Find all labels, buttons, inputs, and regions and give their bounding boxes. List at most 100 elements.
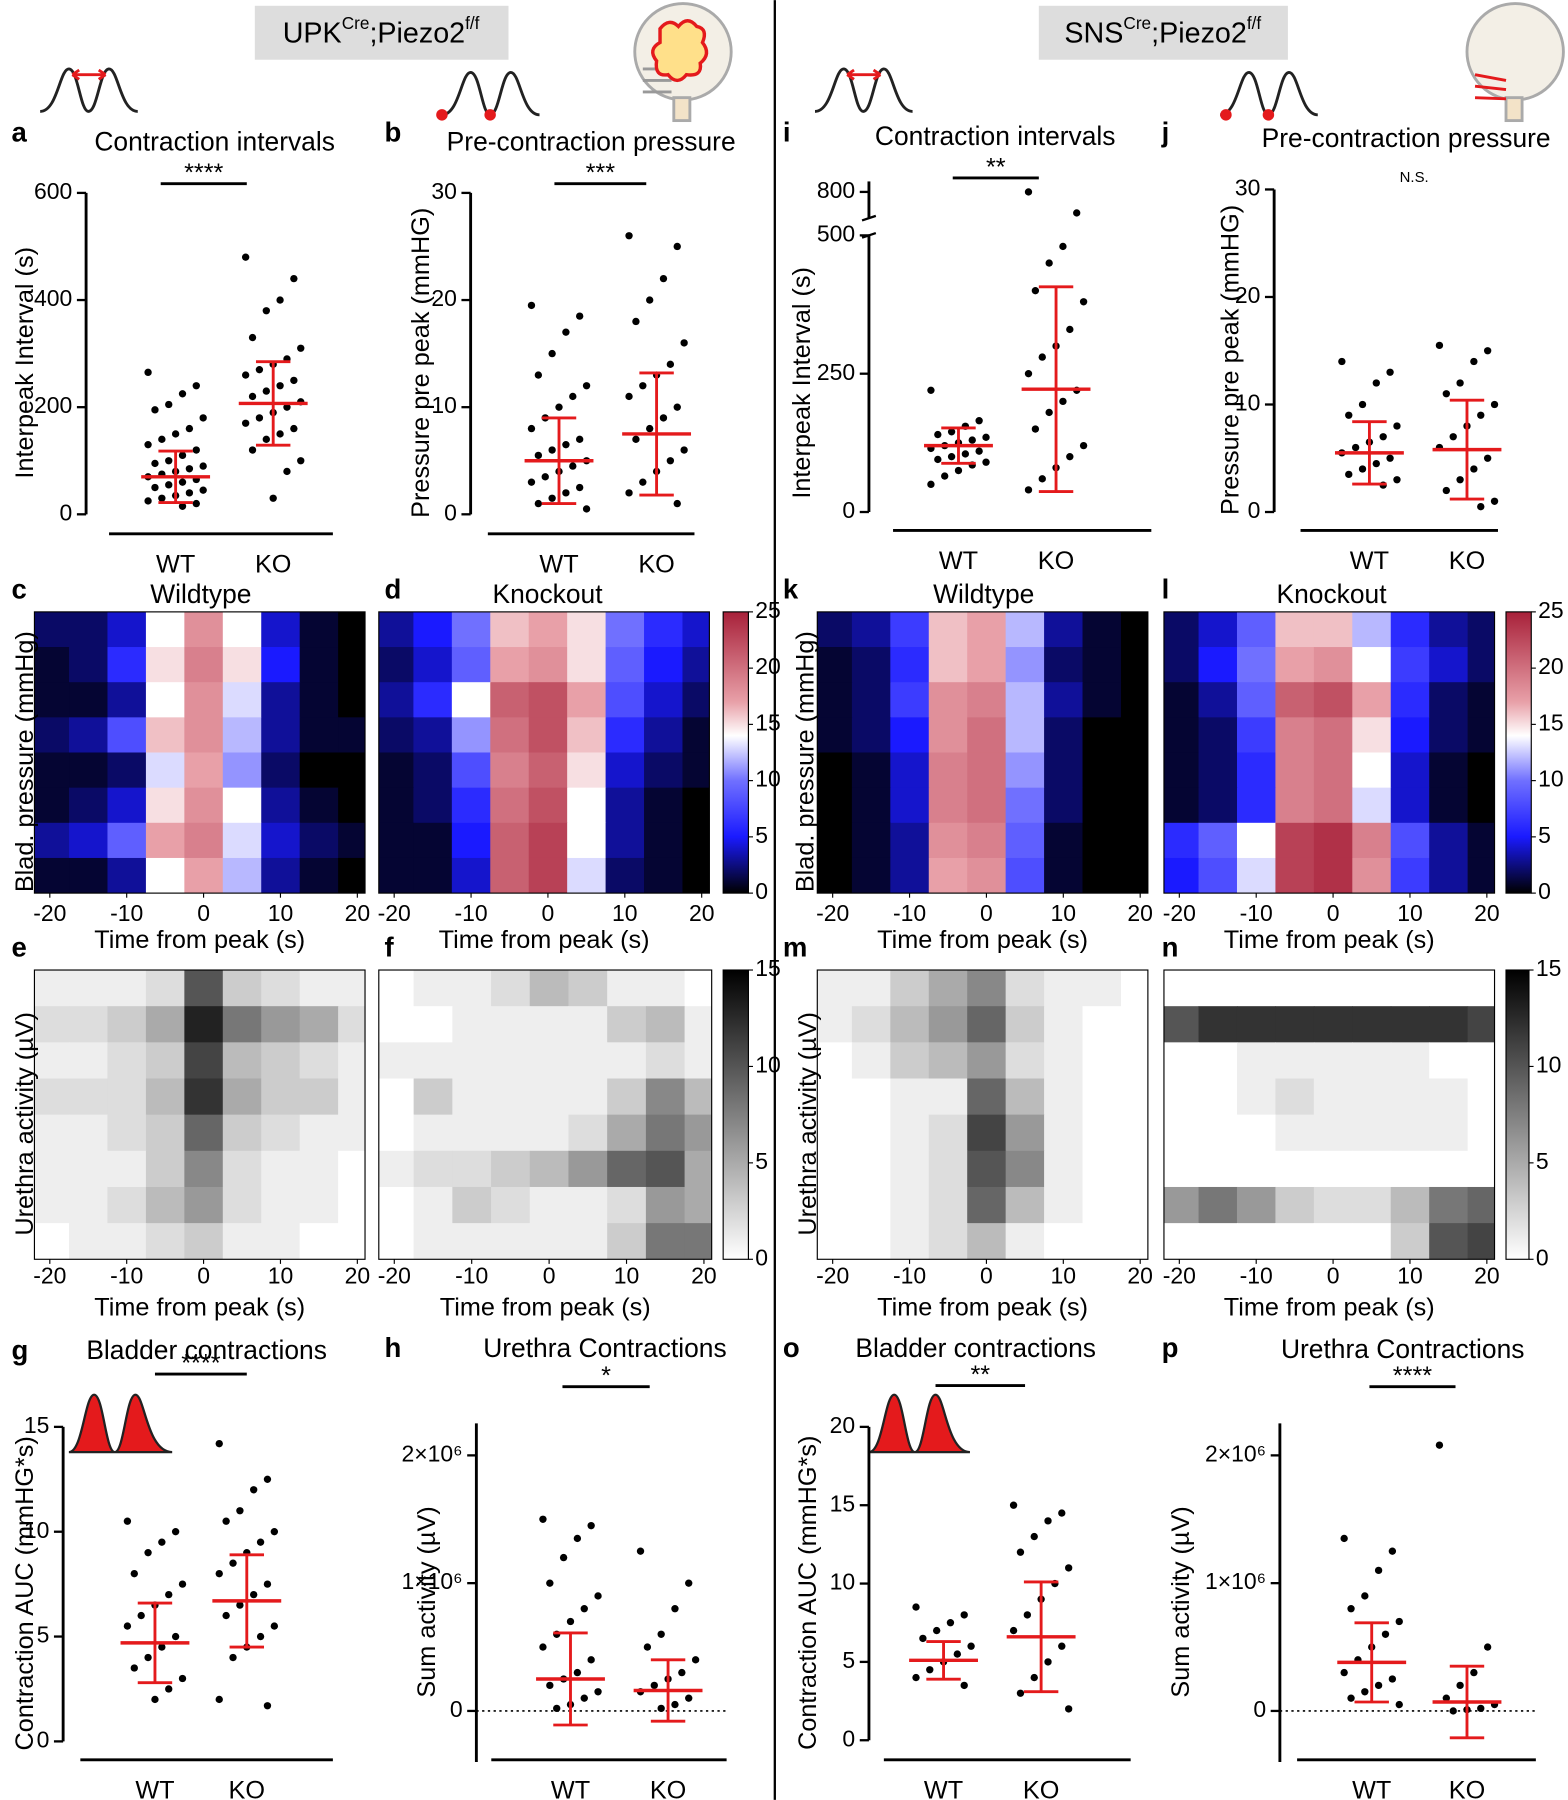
heat-cell (1120, 717, 1148, 754)
heat-cell (605, 822, 645, 859)
x-tick-label: -20 (378, 1263, 411, 1289)
data-point (582, 505, 591, 513)
y-tick-label: 500 (817, 220, 855, 246)
data-point (255, 414, 264, 422)
x-tick-label: -10 (110, 1263, 143, 1289)
heat-cell (1467, 611, 1495, 648)
x-tick-label: -20 (816, 1263, 849, 1289)
heat-cell (378, 857, 414, 894)
x-tick-label: WT (551, 1777, 590, 1800)
heat-cell (261, 787, 301, 824)
heat-cell (145, 970, 185, 1007)
y-axis-label: Urethra activity (µV) (794, 1012, 822, 1236)
x-tick-label: KO (1449, 547, 1485, 575)
heat-cell (184, 857, 224, 894)
x-tick-label: 0 (542, 900, 555, 926)
heat-cell (1313, 857, 1353, 894)
heat-cell (1390, 682, 1430, 718)
heat-cell (222, 717, 262, 754)
y-tick-label: 1×10⁶ (401, 1568, 462, 1594)
heat-cell (1429, 1078, 1469, 1116)
panel-title: Contraction intervals (875, 121, 1116, 151)
heat-cell (817, 717, 853, 754)
heat-cell (928, 611, 968, 648)
heat-cell (1429, 1114, 1469, 1152)
heat-cell (529, 1078, 570, 1116)
data-point (270, 1528, 279, 1536)
colorbar-tick-label: 15 (1536, 955, 1562, 981)
heat-cell (378, 647, 414, 683)
data-point (1073, 209, 1081, 217)
heat-cell (1044, 1078, 1084, 1116)
data-point (165, 1590, 173, 1599)
y-tick-label: 0 (450, 1696, 463, 1722)
heat-cell (261, 1150, 301, 1188)
x-tick-label: -20 (1163, 900, 1196, 926)
data-point (1066, 453, 1074, 461)
heat-cell (851, 1186, 891, 1224)
data-point (1483, 454, 1492, 462)
data-point (1393, 476, 1401, 484)
header-sup: Cre (1123, 13, 1151, 33)
x-tick-label: 0 (980, 900, 993, 926)
heat-cell (222, 647, 262, 683)
data-point (947, 453, 956, 461)
data-point (241, 253, 250, 261)
data-point (1059, 242, 1067, 251)
heat-cell (413, 787, 453, 824)
heat-cell (145, 682, 185, 718)
colorbar-tick-label: 25 (1538, 597, 1564, 623)
data-point (1079, 298, 1088, 306)
data-point (1030, 1673, 1038, 1682)
heat-cell (413, 1150, 453, 1188)
heat-cell (1352, 1078, 1392, 1116)
heat-cell (451, 752, 491, 789)
heat-cell (452, 970, 492, 1007)
x-tick-label: 10 (1051, 1263, 1077, 1289)
heat-cell (607, 1150, 647, 1188)
x-tick-label: -10 (110, 900, 143, 926)
data-point (919, 1634, 927, 1643)
heat-cell (529, 1114, 570, 1152)
heat-cell (222, 1114, 262, 1152)
x-tick-label: -10 (454, 900, 487, 926)
colorbar-tick-label: 25 (755, 597, 781, 623)
y-tick-label: 10 (24, 1517, 50, 1543)
heat-cell (145, 1186, 185, 1224)
heat-cell (107, 970, 147, 1007)
pressure-dot (436, 109, 448, 121)
heat-cell (644, 752, 684, 789)
heat-cell (69, 752, 109, 789)
heat-cell (299, 1223, 339, 1260)
x-tick-label: KO (650, 1777, 686, 1800)
heatmap (1163, 611, 1495, 894)
x-tick-label: -20 (33, 1263, 66, 1289)
data-point (165, 457, 173, 465)
heat-cell (605, 717, 645, 754)
heat-cell (1044, 717, 1084, 754)
heat-cell (69, 682, 109, 718)
heat-cell (1120, 822, 1148, 859)
data-point (650, 1681, 658, 1690)
heat-cell (1390, 717, 1430, 754)
auc-icon (868, 1393, 971, 1454)
data-point (527, 424, 536, 433)
heat-cell (528, 717, 568, 754)
data-point (165, 1685, 173, 1693)
heat-cell (299, 1006, 339, 1043)
heat-cell (1198, 1150, 1238, 1188)
x-tick-label: -10 (1240, 1263, 1273, 1289)
data-point (541, 473, 549, 481)
heat-cell (529, 970, 570, 1007)
header: SNSCre;Piezo2f/f (1064, 13, 1261, 49)
heat-cell (1236, 787, 1276, 824)
data-point (178, 478, 187, 486)
y-tick-label: 20 (1235, 282, 1261, 308)
heat-cell (645, 1042, 686, 1080)
heat-cell (967, 717, 1007, 754)
heat-cell (338, 682, 366, 718)
data-point (646, 424, 654, 433)
data-point (576, 483, 584, 492)
heat-cell (69, 1223, 109, 1260)
y-tick-label: 400 (34, 285, 72, 311)
